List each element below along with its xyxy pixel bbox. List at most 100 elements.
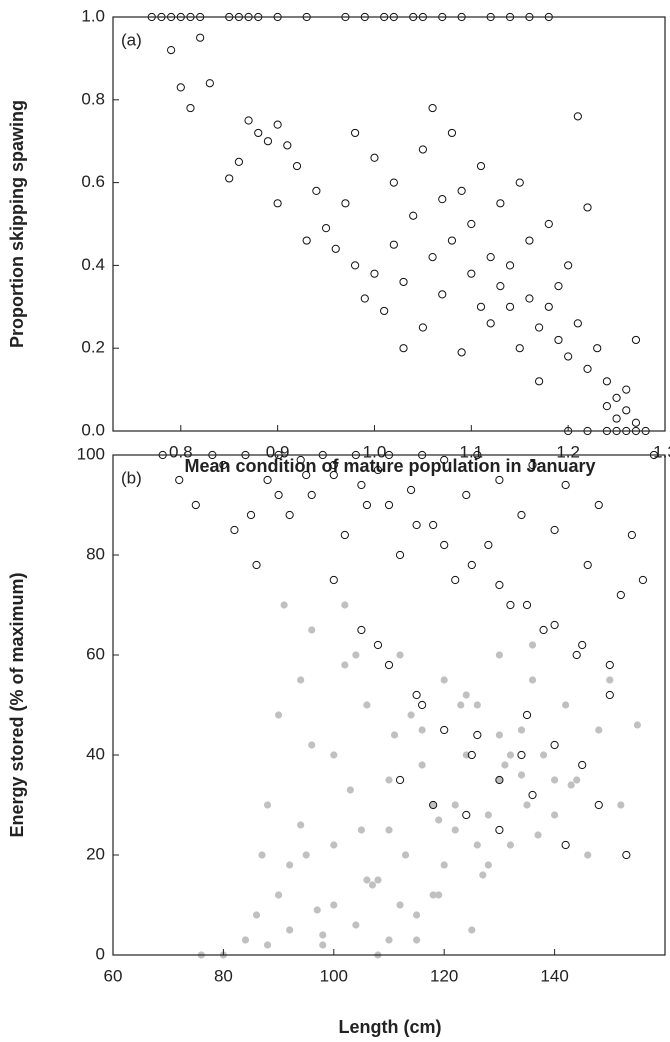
- data-point: [395, 550, 405, 560]
- data-point: [506, 600, 515, 610]
- data-point: [578, 760, 587, 770]
- data-point: [440, 861, 448, 869]
- data-point: [440, 725, 449, 735]
- data-point: [373, 465, 383, 475]
- y-tick-label: 40: [86, 744, 105, 763]
- data-point: [389, 240, 398, 249]
- data-point: [522, 710, 532, 720]
- data-point: [319, 941, 327, 949]
- data-point: [573, 776, 581, 784]
- data-point: [476, 302, 486, 311]
- x-tick-label: 1.0: [363, 442, 387, 461]
- data-point: [418, 726, 426, 734]
- data-point: [539, 751, 548, 759]
- data-point: [462, 490, 471, 500]
- data-point: [517, 726, 526, 734]
- data-point: [297, 821, 305, 829]
- data-point: [308, 741, 316, 749]
- data-point: [554, 282, 563, 291]
- data-point: [428, 103, 437, 113]
- data-point: [252, 560, 261, 570]
- data-point: [528, 460, 537, 470]
- data-point: [525, 294, 534, 303]
- data-point: [219, 460, 228, 470]
- data-point: [522, 600, 532, 610]
- data-point: [638, 575, 648, 585]
- data-point: [440, 676, 448, 684]
- x-tick-label: 140: [540, 966, 568, 985]
- data-point: [330, 841, 338, 849]
- y-tick-label: 0.0: [81, 420, 105, 439]
- y-tick-label: 100: [77, 444, 105, 463]
- data-point: [550, 740, 559, 750]
- data-point: [583, 203, 592, 212]
- x-tick-label: 60: [104, 966, 123, 985]
- y-tick-label: 60: [86, 644, 105, 663]
- data-point: [606, 676, 614, 684]
- data-point: [501, 761, 509, 769]
- data-point: [551, 776, 559, 784]
- data-point: [573, 112, 582, 121]
- data-point: [612, 393, 621, 402]
- data-point: [631, 418, 641, 427]
- data-point: [357, 826, 365, 834]
- data-point: [330, 901, 338, 909]
- data-point: [385, 826, 393, 834]
- data-point: [435, 891, 443, 899]
- data-point: [244, 116, 253, 125]
- data-point: [296, 455, 305, 465]
- y-axis-title: Energy stored (% of maximum): [7, 572, 27, 837]
- data-point: [631, 335, 641, 345]
- data-point: [564, 261, 573, 270]
- data-point: [280, 601, 288, 609]
- data-point: [395, 775, 405, 785]
- data-point: [528, 641, 537, 649]
- data-point: [191, 500, 200, 510]
- data-point: [399, 344, 408, 353]
- data-point: [593, 344, 602, 353]
- data-point: [462, 751, 470, 759]
- data-point: [506, 841, 515, 849]
- data-point: [467, 269, 476, 278]
- data-point: [363, 701, 371, 709]
- data-point: [406, 485, 416, 495]
- data-point: [447, 236, 457, 245]
- y-tick-label: 0.4: [81, 255, 105, 274]
- data-point: [241, 936, 250, 944]
- data-point: [486, 253, 495, 262]
- data-point: [476, 161, 486, 171]
- data-point: [362, 500, 372, 510]
- data-point: [594, 800, 603, 810]
- x-tick-label: 80: [214, 966, 233, 985]
- data-point: [351, 128, 360, 138]
- data-point: [622, 850, 631, 860]
- data-point: [544, 302, 553, 311]
- data-point: [440, 540, 449, 550]
- data-point: [175, 475, 184, 485]
- data-point: [330, 751, 338, 759]
- data-point: [263, 801, 272, 809]
- data-point: [370, 153, 379, 162]
- data-point: [302, 851, 310, 859]
- data-point: [506, 751, 515, 759]
- data-point: [428, 253, 437, 262]
- data-point: [462, 691, 470, 699]
- data-point: [528, 676, 537, 684]
- data-point: [352, 921, 360, 929]
- data-point: [622, 406, 631, 415]
- x-tick-label: 1.1: [459, 442, 483, 461]
- y-tick-label: 80: [86, 544, 105, 563]
- data-point: [550, 620, 559, 630]
- data-point: [252, 911, 261, 919]
- plot-frame: [112, 454, 666, 956]
- data-point: [467, 560, 476, 570]
- data-point: [468, 926, 476, 934]
- data-point: [435, 816, 443, 824]
- data-point: [341, 199, 350, 208]
- data-point: [413, 911, 421, 919]
- data-point: [535, 377, 544, 386]
- data-point: [484, 540, 493, 550]
- data-point: [385, 936, 393, 944]
- data-point: [515, 344, 524, 353]
